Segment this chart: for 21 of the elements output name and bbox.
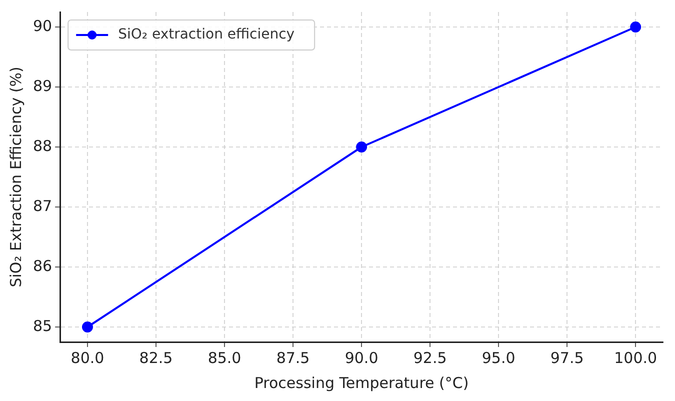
x-tick-label: 87.5 [276, 348, 310, 367]
point [630, 22, 642, 32]
x-tick-label: 80.0 [70, 348, 104, 367]
x-tick-label: 85.0 [208, 348, 242, 367]
legend-label: SiO₂ extraction efficiency [118, 26, 295, 43]
y-tick-label: 86 [32, 256, 52, 275]
y-tick-label: 87 [32, 196, 52, 215]
point [356, 142, 368, 152]
x-tick-label: 95.0 [482, 348, 516, 367]
y-axis-title: SiO₂ Extraction Efficiency (%) [6, 66, 25, 288]
y-tick-label: 90 [32, 16, 52, 35]
point [82, 322, 93, 332]
x-tick-label: 82.5 [139, 348, 173, 367]
x-tick-label: 97.5 [550, 348, 584, 367]
y-tick-label: 88 [32, 136, 52, 155]
y-tick-label: 89 [32, 76, 52, 95]
x-tick-label: 100.0 [614, 348, 658, 367]
x-tick-label: 90.0 [344, 348, 378, 367]
x-tick-label: 92.5 [413, 348, 447, 367]
y-tick-label: 85 [32, 316, 52, 335]
x-axis-title: Processing Temperature (°C) [254, 374, 469, 392]
